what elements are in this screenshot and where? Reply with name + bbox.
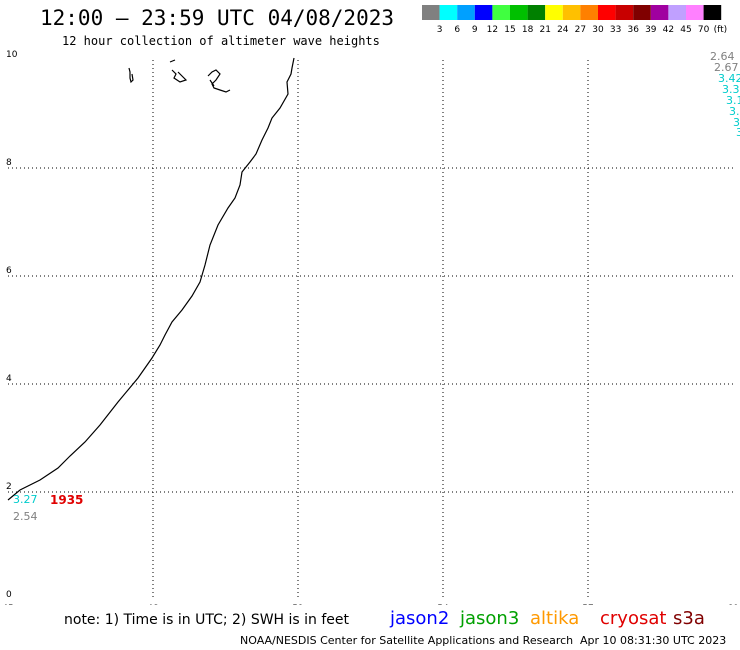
legend-label: 24 (557, 25, 569, 35)
legend-label: 3 (437, 25, 443, 35)
page-subtitle: 12 hour collection of altimeter wave hei… (62, 34, 380, 48)
credit-line: NOAA/NESDIS Center for Satellite Applica… (240, 634, 574, 647)
wave-label: 2.64 (710, 50, 735, 63)
legend-swatch (650, 5, 669, 20)
wave-label: 1935 (50, 493, 83, 507)
map-tick-labels: 45 48 51 54 57 60 0 2 4 6 8 10 (2, 50, 739, 605)
island-2 (169, 59, 188, 83)
wave-height-labels: 2.64 2.67 3.42 3.3 3.1 3. 3 3 3.27 1935 … (13, 50, 740, 523)
x-tick-label: 48 (147, 604, 159, 605)
footer-note: note: 1) Time is in UTC; 2) SWH is in fe… (64, 612, 350, 628)
wave-label: 3 (736, 126, 740, 139)
island-3 (207, 69, 231, 93)
x-tick-label: 60 (727, 604, 739, 605)
x-tick-label: 45 (2, 604, 13, 605)
legend-label: 70 (698, 25, 710, 35)
legend-swatch (527, 5, 546, 20)
satellite-jason2-label: jason2 (390, 608, 450, 629)
wave-label: 3 (733, 116, 740, 129)
satellite-cryosat-label: cryosat (600, 608, 667, 629)
x-tick-label: 57 (582, 604, 593, 605)
legend-label: 18 (522, 25, 534, 35)
legend-label: 36 (627, 25, 639, 35)
legend-swatch (668, 5, 686, 20)
credit-timestamp: Apr 10 08:31:30 UTC 2023 (580, 634, 727, 647)
y-tick-label: 6 (6, 266, 12, 276)
y-tick-label: 10 (6, 50, 18, 60)
legend-swatch (545, 5, 563, 20)
legend-swatch (598, 5, 616, 20)
legend-swatch (615, 5, 634, 20)
island-1 (128, 67, 134, 84)
y-tick-label: 4 (6, 374, 12, 384)
x-tick-label: 54 (437, 604, 449, 605)
legend-label: 30 (592, 25, 604, 35)
legend-swatch (492, 5, 510, 20)
wave-label: 3.1 (726, 94, 740, 107)
x-tick-label: 51 (292, 604, 303, 605)
legend-label: 33 (610, 25, 621, 35)
legend-swatch (439, 5, 458, 20)
legend-swatch (457, 5, 475, 20)
satellite-jason3-label: jason3 (460, 608, 520, 629)
y-tick-label: 2 (6, 482, 12, 492)
legend-label: 27 (575, 25, 586, 35)
legend-label: 6 (454, 25, 460, 35)
legend-swatch (580, 5, 598, 20)
legend-swatch (633, 5, 651, 20)
legend-swatch (562, 5, 581, 20)
legend-swatch (510, 5, 528, 20)
legend-swatch (703, 5, 722, 20)
wave-label: 3.27 (13, 493, 38, 506)
legend-swatch (474, 5, 493, 20)
legend-label: 15 (504, 25, 515, 35)
legend-label: 42 (663, 25, 674, 35)
legend-label: 45 (680, 25, 691, 35)
legend-unit: (ft) (714, 25, 728, 35)
satellite-altika-label: altika (530, 608, 580, 629)
page-title: 12:00 – 23:59 UTC 04/08/2023 (40, 6, 395, 30)
map-grid (8, 60, 733, 600)
legend-label: 9 (472, 25, 478, 35)
wave-label: 3.42 (718, 72, 740, 85)
legend-label: 21 (539, 25, 550, 35)
coastline (7, 57, 295, 501)
wave-label: 3. (729, 105, 740, 118)
legend-label: 12 (487, 25, 498, 35)
wave-label: 2.67 (714, 61, 739, 74)
legend-swatch (422, 5, 440, 20)
legend-label: 39 (645, 25, 657, 35)
wave-label: 3.3 (722, 83, 740, 96)
satellite-s3a-label: s3a (673, 608, 705, 629)
legend-swatch (686, 5, 704, 20)
y-tick-label: 8 (6, 158, 12, 168)
wave-height-map: 4548515457600246810 2.64 2.67 3.42 3.3 3… (2, 50, 740, 605)
coastline-main (7, 57, 295, 501)
y-tick-label: 0 (6, 590, 12, 600)
wave-height-color-legend: 3 6 9 12 15 18 21 24 27 30 33 36 39 42 45 70 (ft) (422, 5, 728, 35)
wave-label: 2.54 (13, 510, 38, 523)
